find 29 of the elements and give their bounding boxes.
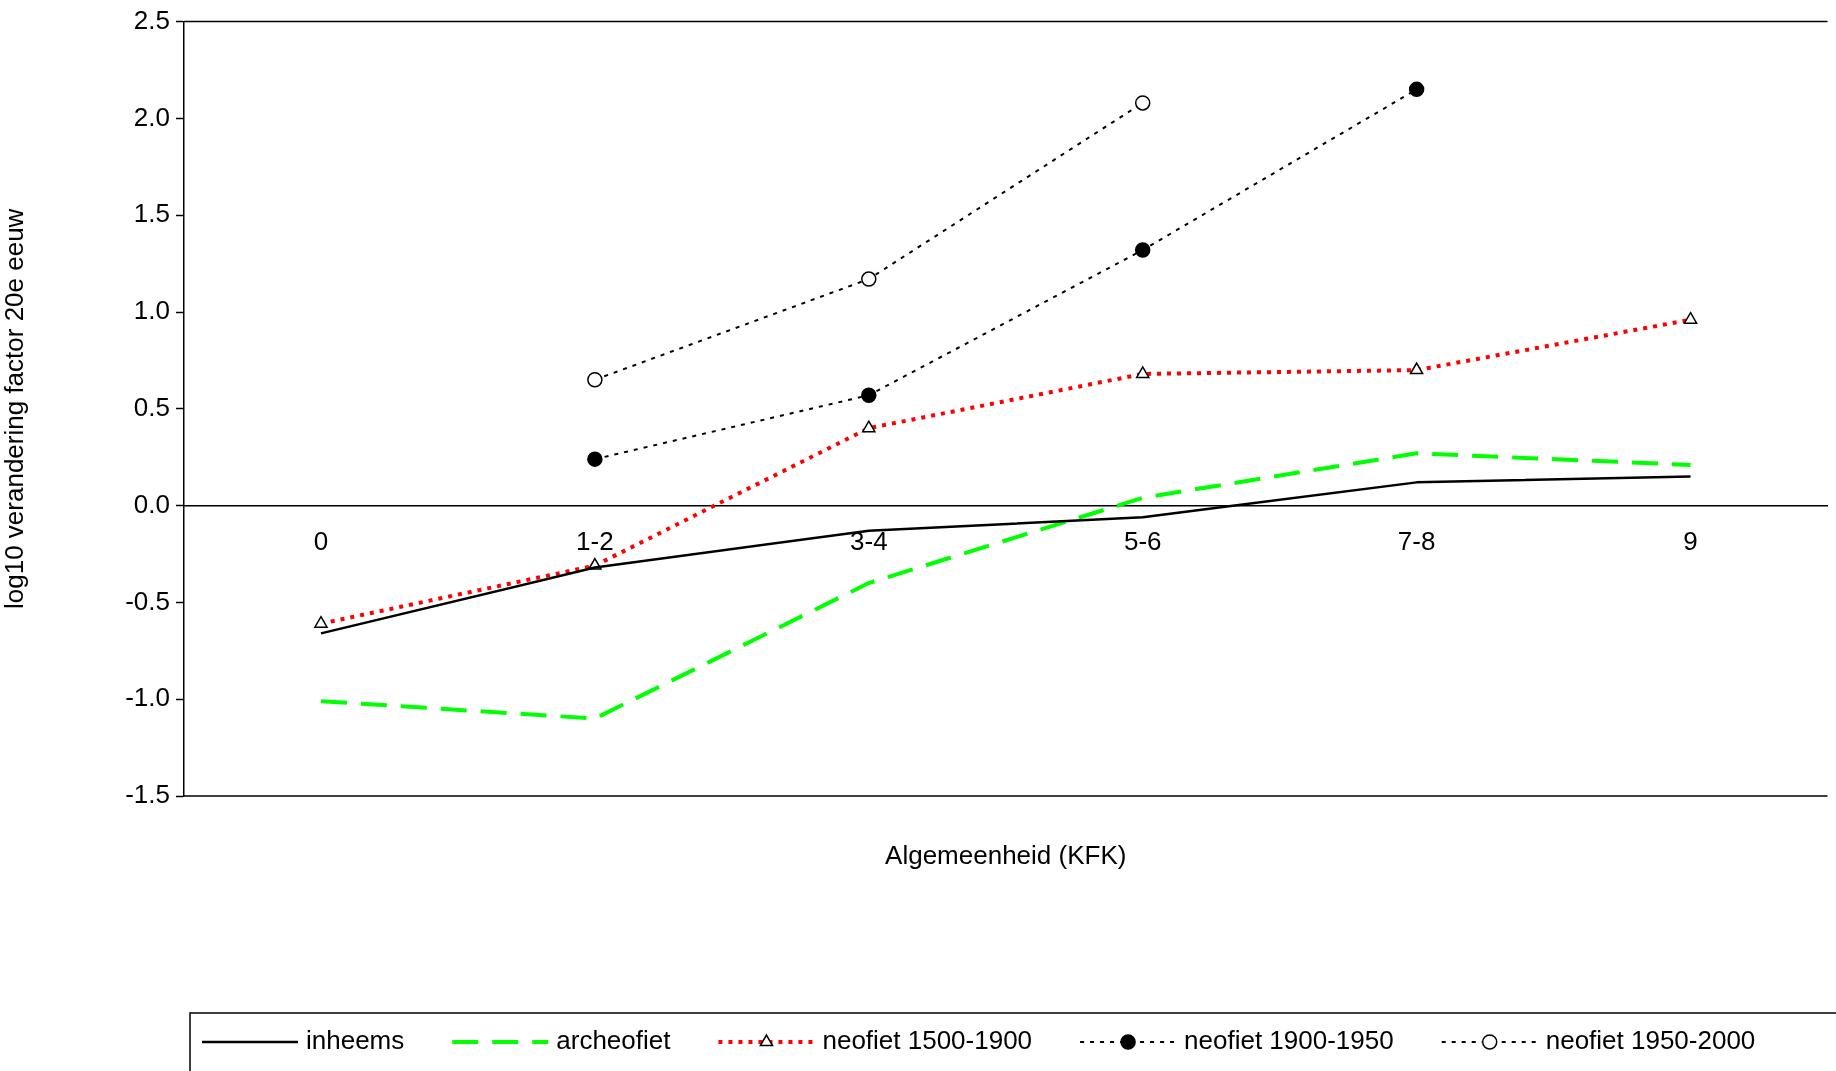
y-tick-label: 2.5	[133, 4, 170, 35]
y-tick-label: 1.0	[133, 295, 170, 326]
y-tick-label: 2.0	[133, 101, 170, 132]
x-tick-label: 9	[1683, 526, 1698, 557]
x-tick-label: 3-4	[850, 526, 888, 557]
point	[861, 271, 877, 287]
legend-label: neofiet 1950-2000	[1545, 1025, 1756, 1056]
x-tick-label: 7-8	[1397, 526, 1436, 557]
point	[587, 372, 603, 388]
x-axis-title: Algemeenheid (KFK)	[885, 840, 1127, 871]
point	[1408, 81, 1425, 98]
y-tick-label: -0.5	[125, 585, 170, 616]
legend-label: neofiet 1900-1950	[1184, 1025, 1394, 1056]
point	[1134, 242, 1151, 258]
y-tick-label: 0.5	[133, 391, 170, 422]
point	[861, 387, 877, 403]
legend-label: archeofiet	[556, 1025, 672, 1056]
legend-label: inheems	[306, 1025, 405, 1056]
y-tick-label: 0.0	[133, 488, 170, 519]
y-tick-label: -1.0	[125, 682, 170, 713]
x-tick-label: 1-2	[576, 526, 614, 557]
y-tick-label: -1.5	[125, 779, 170, 810]
y-axis-title: log10 verandering factor 20e eeuw	[0, 208, 29, 609]
x-tick-label: 0	[313, 526, 329, 557]
y-tick-label: 1.5	[133, 198, 170, 229]
point	[587, 451, 603, 467]
x-tick-label: 5-6	[1123, 526, 1162, 557]
point	[1134, 95, 1151, 111]
legend-label: neofiet 1500-1900	[822, 1025, 1033, 1056]
